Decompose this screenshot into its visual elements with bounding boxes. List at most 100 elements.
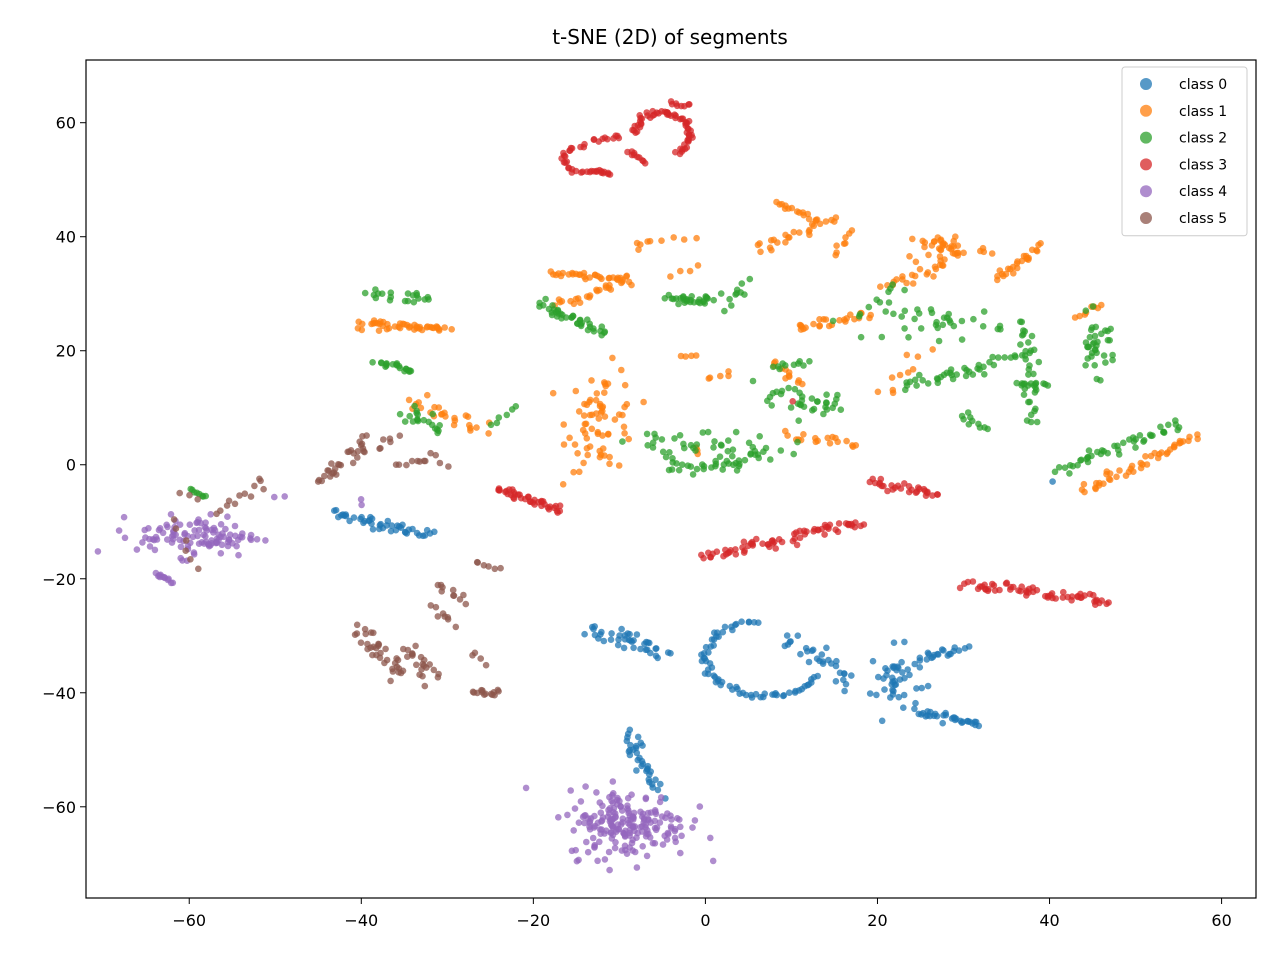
data-point-class-3 [644,112,651,119]
data-point-class-2 [1107,325,1114,333]
data-point-class-3 [516,491,523,499]
data-point-class-1 [569,271,577,278]
data-point-class-0 [667,650,674,657]
data-point-class-4 [638,828,646,835]
data-point-class-3 [740,549,748,556]
data-point-class-4 [564,811,571,819]
data-point-class-5 [403,461,410,469]
data-point-class-4 [191,527,198,534]
data-point-class-3 [511,491,518,498]
data-point-class-2 [1025,398,1032,406]
data-point-class-1 [606,460,613,468]
data-point-class-4 [615,825,622,833]
legend-label-class-5: class 5 [1179,211,1227,227]
data-point-class-2 [693,441,701,448]
data-point-class-1 [418,326,426,334]
data-point-class-3 [834,528,842,536]
data-point-class-4 [262,537,269,544]
data-point-class-3 [732,551,740,558]
data-point-class-3 [789,398,796,405]
data-point-class-5 [412,642,419,650]
data-point-class-1 [623,272,631,280]
data-point-class-0 [415,532,423,539]
data-point-class-0 [409,525,416,533]
data-point-class-5 [432,451,440,459]
data-point-class-1 [842,240,849,247]
data-point-class-2 [725,437,732,444]
data-point-class-2 [965,421,973,428]
data-point-class-1 [805,215,813,223]
data-point-class-2 [542,295,549,303]
data-point-class-0 [926,712,934,720]
data-point-class-3 [769,540,777,547]
data-point-class-1 [1037,240,1044,247]
data-point-class-0 [590,625,597,633]
data-point-class-5 [416,671,423,678]
data-point-class-2 [1018,332,1026,339]
data-point-class-4 [247,536,255,544]
data-point-class-4 [605,848,613,856]
data-point-class-1 [621,430,628,437]
data-point-class-3 [698,551,705,559]
data-point-class-2 [1100,448,1108,455]
data-point-class-4 [678,832,685,840]
data-point-class-2 [415,295,422,302]
data-point-class-3 [1092,601,1099,608]
data-point-class-4 [151,546,159,554]
data-point-class-0 [965,643,973,650]
data-point-class-0 [794,632,802,639]
data-point-class-5 [370,643,377,651]
data-point-class-5 [314,478,322,485]
data-point-class-5 [474,559,482,566]
data-point-class-1 [601,389,608,397]
data-point-class-4 [582,783,589,790]
data-point-class-2 [413,409,420,417]
x-tick-label: −40 [344,911,378,930]
data-point-class-2 [917,325,925,332]
data-point-class-3 [835,520,843,527]
data-point-class-4 [607,829,615,836]
data-point-class-2 [406,368,413,376]
data-point-class-4 [659,841,667,848]
data-point-class-1 [574,450,581,457]
data-point-class-1 [906,252,913,260]
data-point-class-0 [795,687,803,694]
data-point-class-3 [672,112,679,119]
data-point-class-5 [383,656,391,664]
data-point-class-4 [139,539,146,546]
data-point-class-1 [814,437,821,445]
data-point-class-1 [909,280,917,287]
data-point-class-5 [413,661,420,669]
data-point-class-1 [383,325,391,333]
data-point-class-2 [724,447,732,455]
data-point-class-5 [256,475,263,483]
data-point-class-1 [833,249,840,256]
data-point-class-1 [774,239,781,246]
data-point-class-2 [383,360,390,368]
data-point-class-3 [604,135,611,143]
data-point-class-2 [396,410,404,418]
data-point-class-1 [594,428,602,436]
legend-marker-class-4 [1140,185,1152,198]
data-point-class-1 [586,398,593,406]
data-point-class-3 [1105,599,1112,606]
data-point-class-1 [929,346,936,353]
data-point-class-5 [328,460,335,467]
data-point-class-5 [247,493,255,500]
data-point-class-0 [841,687,848,695]
data-point-class-3 [614,132,621,140]
data-point-class-1 [582,420,590,428]
data-point-class-4 [226,531,234,538]
data-point-class-0 [633,631,641,638]
data-point-class-5 [345,448,353,456]
data-point-class-4 [696,803,704,810]
data-point-class-4 [591,812,598,820]
data-point-class-2 [649,439,657,447]
data-point-class-1 [584,451,591,459]
data-point-class-5 [386,435,394,443]
data-point-class-2 [675,300,682,308]
data-point-class-0 [618,625,625,633]
data-point-class-1 [810,320,817,328]
data-point-class-4 [357,496,365,503]
data-point-class-4 [651,807,659,814]
